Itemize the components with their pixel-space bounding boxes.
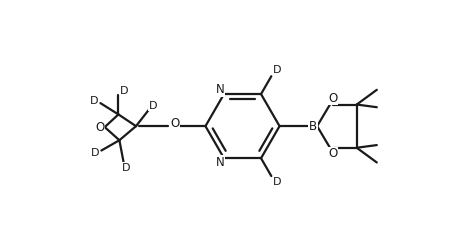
Text: O: O: [170, 117, 179, 130]
Text: N: N: [216, 156, 224, 169]
Text: B: B: [309, 120, 317, 133]
Text: O: O: [95, 121, 104, 134]
Text: D: D: [90, 96, 98, 106]
Text: D: D: [122, 163, 130, 173]
Text: D: D: [273, 177, 282, 187]
Text: O: O: [328, 147, 337, 160]
Text: D: D: [120, 86, 129, 96]
Text: D: D: [149, 101, 157, 111]
Text: N: N: [216, 83, 224, 97]
Text: O: O: [328, 92, 337, 105]
Text: D: D: [91, 148, 100, 158]
Text: D: D: [273, 65, 282, 75]
